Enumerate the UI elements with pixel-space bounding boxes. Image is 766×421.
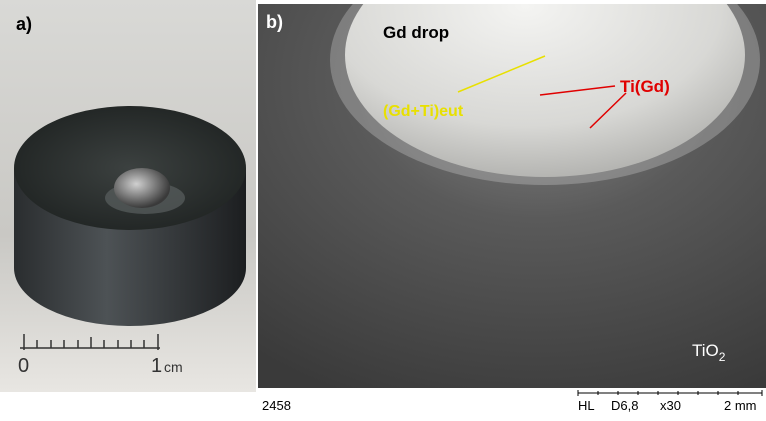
- annotation: TiO2: [692, 341, 726, 364]
- sem-image: [258, 4, 766, 388]
- formula: TiO: [692, 341, 719, 360]
- scale: 2 mm: [724, 398, 757, 413]
- gd-drop: [345, 4, 745, 177]
- cylinder-top: [14, 106, 246, 230]
- ruler-one: 1: [151, 355, 162, 377]
- ruler-zero: 0: [18, 355, 29, 377]
- bead: [114, 168, 170, 208]
- image-id: 2458: [262, 398, 291, 413]
- pointer: [457, 55, 546, 93]
- distance: D6,8: [611, 398, 638, 413]
- scale-bar: [577, 390, 763, 396]
- annotation: (Gd+Ti)eut: [383, 103, 464, 120]
- magnification: x30: [660, 398, 681, 413]
- panel-label: a): [16, 14, 32, 34]
- annotation: Gd drop: [383, 23, 449, 42]
- pointer: [539, 85, 616, 96]
- annotation: Ti(Gd): [620, 77, 670, 96]
- ruler: [20, 334, 160, 350]
- mode: HL: [578, 398, 595, 413]
- pointer: [589, 92, 627, 129]
- subscript: 2: [719, 350, 726, 364]
- ruler-unit: cm: [164, 359, 183, 375]
- panel-label: b): [266, 12, 283, 32]
